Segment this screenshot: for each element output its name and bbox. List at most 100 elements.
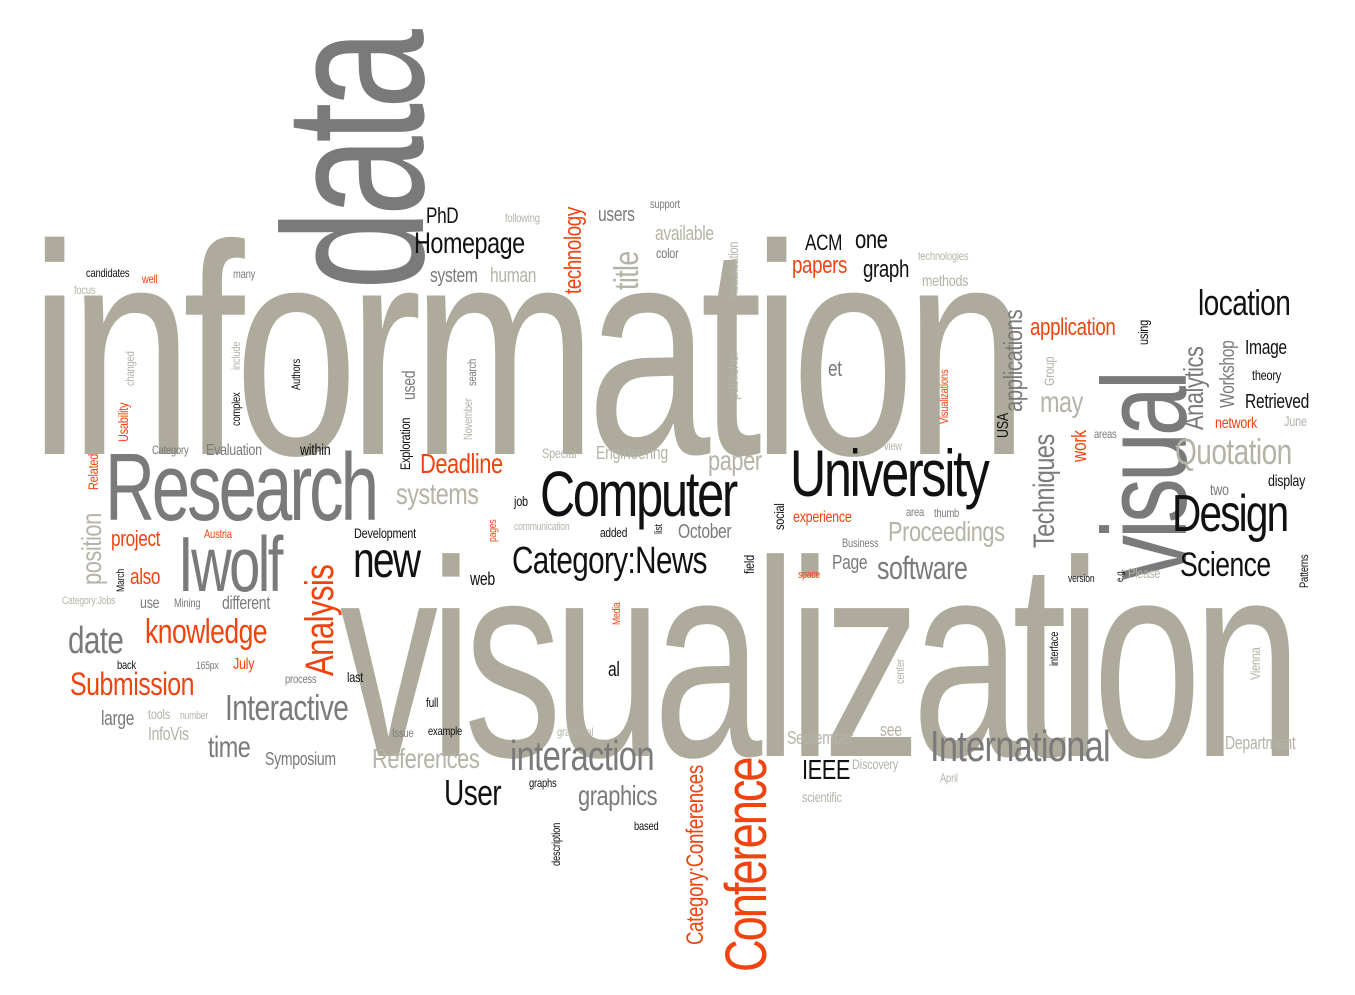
word: Department [1225, 733, 1296, 753]
word: Interactive [225, 687, 349, 728]
word: based [634, 819, 659, 833]
word: Science [1180, 546, 1271, 584]
word: publisher [725, 351, 742, 400]
word: used [399, 370, 419, 400]
word: view [884, 439, 902, 453]
word: al [608, 659, 620, 681]
word: Discovery [852, 756, 898, 772]
word: use [140, 595, 160, 612]
word: position [76, 513, 107, 585]
word: web [470, 569, 495, 589]
word: field [741, 555, 757, 574]
word: technology [560, 207, 587, 294]
word: description [549, 822, 563, 866]
word: Homepage [414, 227, 525, 260]
word: systems [396, 478, 479, 511]
word: two [1210, 482, 1229, 499]
word: candidates [86, 266, 130, 280]
word: well [142, 272, 158, 286]
word: thumb [934, 506, 960, 520]
word: changed [123, 351, 137, 386]
word: center [893, 659, 907, 684]
word: Vienna [1247, 647, 1263, 680]
word: Evaluation [206, 442, 262, 459]
word: focus [74, 283, 96, 297]
word: job [514, 493, 528, 509]
word: IEEE [802, 754, 851, 785]
word: following [505, 211, 540, 225]
word: area [906, 505, 924, 519]
word: methods [922, 273, 969, 290]
word: using [1135, 319, 1151, 345]
word: University [790, 436, 990, 510]
word: Authors [289, 359, 303, 390]
word: also [130, 564, 161, 589]
word: Patterns [1297, 554, 1311, 588]
word: location [1198, 282, 1291, 323]
word: Related [85, 453, 101, 490]
word: Media [611, 602, 623, 625]
word: theory [1252, 367, 1282, 383]
word: number [180, 710, 209, 722]
word: work [1069, 430, 1091, 462]
word: back [117, 658, 137, 672]
word: Issue [392, 726, 414, 740]
word: time [208, 731, 251, 764]
word: Design [1172, 485, 1289, 543]
word: software [877, 550, 968, 586]
word: system [430, 265, 478, 287]
word: network [1215, 415, 1257, 432]
word: ACM [805, 230, 843, 255]
word: one [855, 224, 888, 254]
word: interface [1047, 631, 1061, 666]
word: 165px [196, 660, 219, 672]
word: July [233, 656, 255, 673]
word: Quotation [1175, 431, 1292, 472]
word: experience [793, 509, 852, 526]
word: User [444, 772, 502, 813]
word: October [678, 521, 732, 543]
word: papers [792, 252, 848, 279]
word: Usability [115, 402, 131, 442]
word: Page [832, 552, 868, 574]
word: added [600, 525, 628, 540]
word: graphics [578, 780, 658, 811]
word: technologies [918, 249, 969, 263]
word: Image [1245, 337, 1287, 359]
word: Business [842, 536, 879, 550]
word: communication [514, 521, 570, 533]
word: et [828, 356, 842, 381]
word: graphs [529, 776, 557, 790]
word: areas [1094, 427, 1117, 441]
word: InfoVis [148, 724, 189, 744]
word: Category:Conferences [682, 765, 709, 945]
word: different [222, 593, 270, 613]
word: information [30, 182, 1028, 518]
word: Special [542, 445, 577, 461]
word: Category:Jobs [62, 595, 116, 607]
word: interaction [510, 732, 655, 779]
word: knowledge [145, 613, 268, 651]
word: users [598, 204, 635, 226]
word: USA [995, 413, 1012, 438]
word: Analytics [1178, 346, 1209, 430]
word: Exploration [397, 417, 413, 470]
word: visualization [340, 504, 1302, 816]
word: September [787, 728, 854, 748]
word: project [111, 526, 161, 551]
word: April [940, 771, 958, 785]
word: Research [105, 434, 379, 541]
word: large [101, 708, 135, 730]
word: Mining [174, 596, 201, 610]
word: pages [487, 519, 499, 542]
word: paper [708, 445, 762, 476]
word: color [656, 245, 679, 261]
word: Workshop [1217, 340, 1239, 408]
word: International [930, 722, 1111, 771]
word: version [1068, 573, 1095, 585]
word: tools [148, 706, 170, 722]
word: date [68, 620, 124, 662]
word: complex [229, 392, 243, 426]
word: Submission [70, 666, 195, 702]
word: PhD [426, 203, 459, 228]
